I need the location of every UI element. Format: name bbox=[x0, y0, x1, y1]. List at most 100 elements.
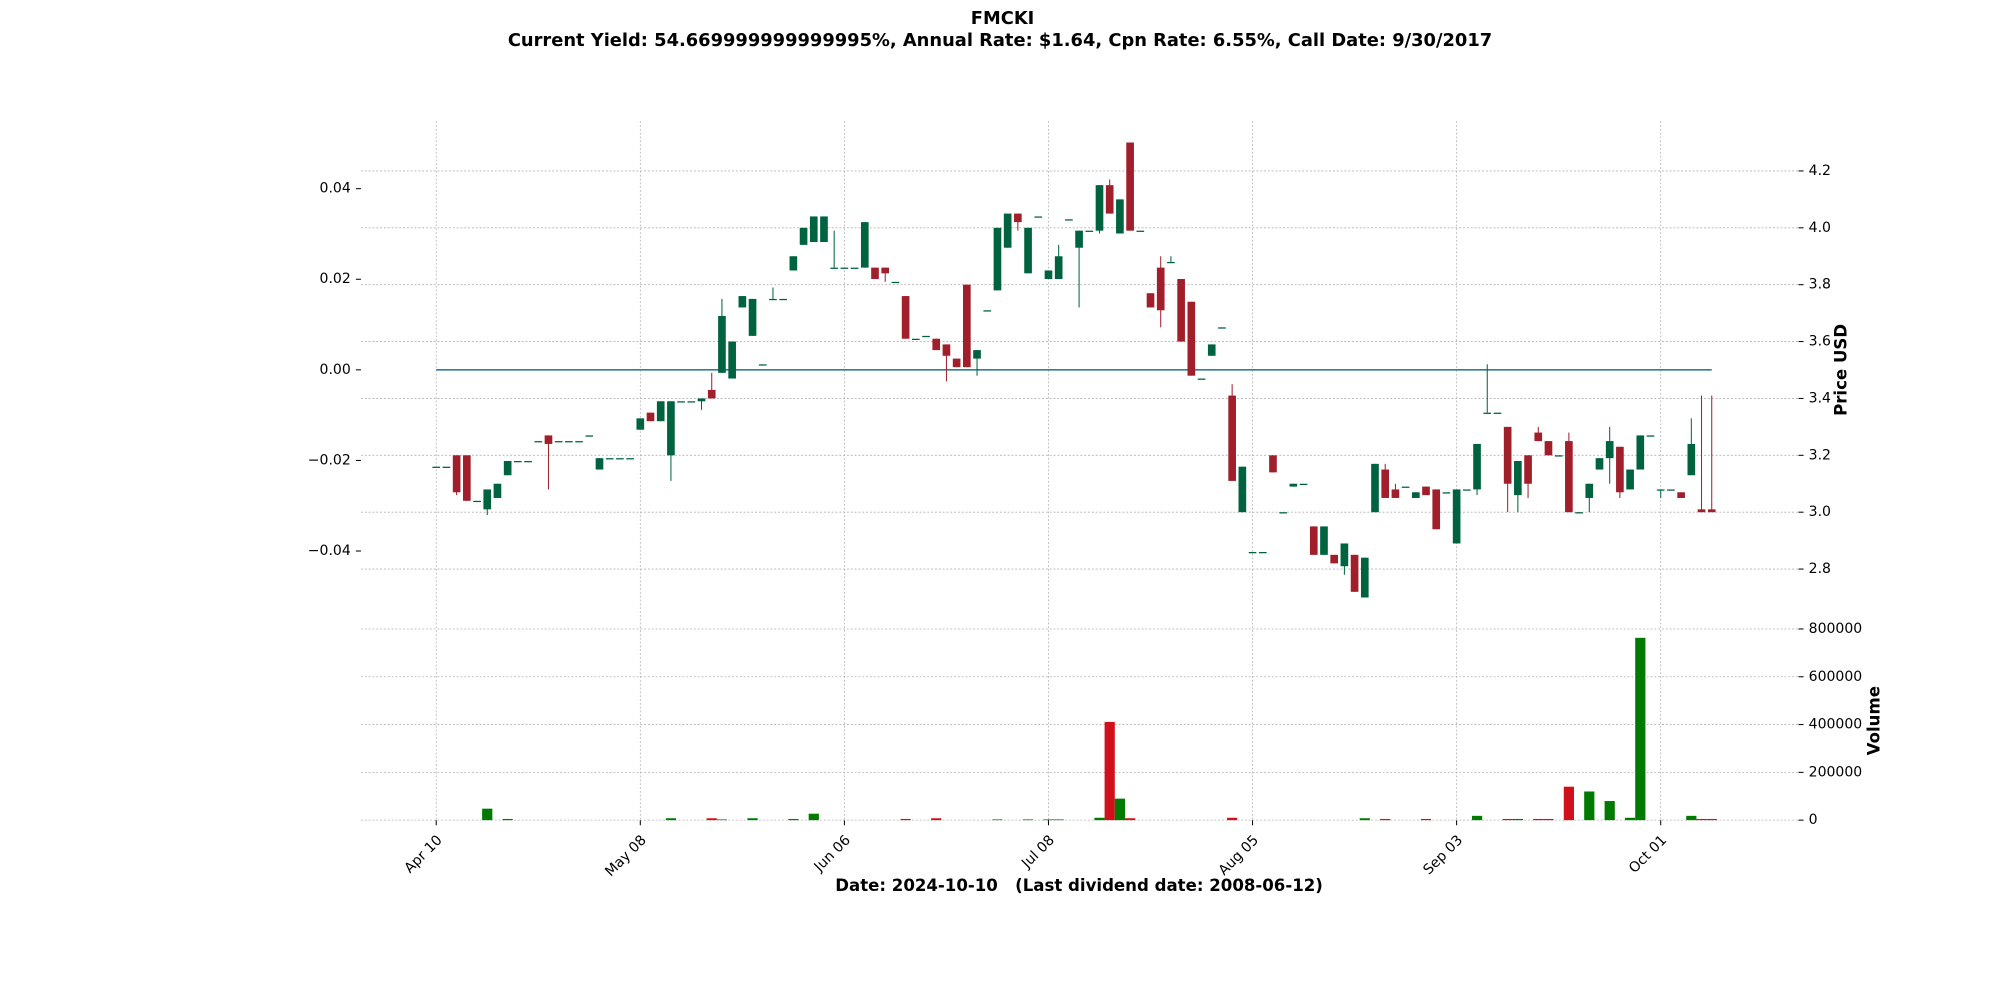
candle-body bbox=[1034, 216, 1043, 218]
candle-body bbox=[1554, 455, 1563, 457]
y-tick-label: 2.8 bbox=[1809, 561, 1831, 577]
x-tick-label: May 08 bbox=[602, 832, 650, 880]
candle-body bbox=[1483, 412, 1492, 414]
y-tick-label: 4.2 bbox=[1809, 163, 1831, 179]
candle-body bbox=[789, 256, 798, 271]
candle-body bbox=[983, 310, 992, 312]
candle-body bbox=[1626, 469, 1634, 490]
volume-bar bbox=[1053, 819, 1064, 821]
volume-tick-label: 800000 bbox=[1809, 621, 1863, 637]
candle-body bbox=[1401, 486, 1410, 488]
chart-title: FMCKI bbox=[971, 8, 1035, 29]
volume-bar bbox=[1584, 791, 1595, 821]
candle-body bbox=[799, 227, 808, 245]
candle-body bbox=[1667, 489, 1675, 491]
candle-body bbox=[1656, 489, 1665, 491]
volume-bar bbox=[665, 818, 677, 821]
candle-body bbox=[942, 344, 951, 356]
candle-body bbox=[1228, 395, 1236, 481]
volume-bar bbox=[747, 818, 758, 821]
candle-body bbox=[758, 364, 767, 366]
candle-body bbox=[1381, 469, 1390, 498]
volume-bar bbox=[788, 818, 799, 821]
candle-body bbox=[1391, 489, 1400, 498]
candle-body bbox=[1024, 227, 1032, 274]
candle-body bbox=[442, 466, 451, 468]
candle-body bbox=[1116, 199, 1124, 234]
candle-body bbox=[1177, 279, 1185, 342]
candle-body bbox=[575, 441, 583, 443]
y2-tick-label: 0.00 bbox=[320, 362, 351, 378]
candle-body bbox=[850, 267, 859, 269]
candle-body bbox=[565, 441, 573, 443]
candle-body bbox=[483, 489, 492, 510]
candle-body bbox=[1156, 267, 1165, 311]
candle-body bbox=[493, 483, 502, 498]
candle-body bbox=[1014, 213, 1022, 223]
candle-body bbox=[963, 284, 971, 368]
candle-body bbox=[891, 281, 900, 284]
candle-body bbox=[585, 435, 594, 437]
candle-body bbox=[1289, 483, 1298, 487]
candle-body bbox=[1605, 441, 1614, 459]
volume-bar bbox=[1104, 721, 1115, 821]
candle-body bbox=[1442, 492, 1451, 494]
y-tick-label: 4.0 bbox=[1809, 220, 1831, 236]
candle-body bbox=[830, 267, 839, 269]
candle-body bbox=[1258, 551, 1267, 554]
volume-bar bbox=[1420, 818, 1432, 821]
candle-body bbox=[646, 412, 655, 422]
x-tick-label: Jul 08 bbox=[1018, 832, 1058, 872]
candle-body bbox=[1197, 378, 1206, 380]
candle-body bbox=[1565, 441, 1573, 513]
y-tick-label: 3.8 bbox=[1809, 277, 1831, 293]
volume-bar bbox=[1502, 818, 1513, 821]
volume-bar bbox=[716, 819, 728, 821]
candle-body bbox=[728, 341, 736, 379]
candle-body bbox=[748, 298, 757, 336]
candle-body bbox=[1371, 463, 1379, 513]
volume-bar bbox=[706, 818, 717, 821]
candle-body bbox=[1422, 486, 1430, 496]
volume-bar bbox=[502, 818, 513, 821]
candle-body bbox=[1309, 526, 1318, 555]
candle-body bbox=[1432, 489, 1441, 530]
volume-bar bbox=[1604, 801, 1615, 821]
candle-body bbox=[544, 435, 553, 444]
candle-body bbox=[1697, 509, 1706, 513]
volume-bar bbox=[1625, 817, 1636, 821]
candle-body bbox=[1330, 554, 1339, 564]
candle-body bbox=[503, 460, 512, 476]
volume-bar bbox=[900, 818, 911, 821]
candle-body bbox=[463, 455, 471, 501]
candle-body bbox=[595, 458, 604, 470]
candle-body bbox=[738, 296, 747, 308]
candle-body bbox=[1585, 483, 1594, 498]
candle-body bbox=[922, 335, 930, 338]
volume-bar bbox=[1094, 817, 1105, 821]
candle-body bbox=[1595, 458, 1604, 470]
candle-body bbox=[534, 441, 543, 443]
candle-body bbox=[707, 389, 716, 399]
x-tick-label: Jun 06 bbox=[811, 832, 854, 875]
candle-body bbox=[1095, 185, 1104, 231]
candle-body bbox=[1503, 426, 1512, 484]
chart-subtitle: Current Yield: 54.669999999999995%, Annu… bbox=[508, 30, 1492, 51]
candle-body bbox=[626, 458, 634, 460]
volume-bar bbox=[1563, 786, 1574, 821]
candle-body bbox=[524, 460, 532, 463]
volume-bar bbox=[1114, 798, 1125, 821]
y2-tick-label: −0.02 bbox=[308, 452, 351, 468]
volume-bar bbox=[1043, 819, 1054, 821]
candle-body bbox=[1279, 512, 1287, 514]
candle-body bbox=[1534, 432, 1543, 442]
candle-body bbox=[1044, 270, 1053, 280]
candle-body bbox=[1207, 344, 1216, 356]
x-tick-label: Apr 10 bbox=[401, 832, 445, 876]
candle-body bbox=[452, 455, 461, 493]
candle-body bbox=[1075, 230, 1083, 248]
y2-tick-label: 0.02 bbox=[320, 271, 351, 287]
candle-body bbox=[1350, 554, 1359, 592]
candle-body bbox=[1136, 230, 1145, 232]
candle-body bbox=[1707, 509, 1716, 513]
